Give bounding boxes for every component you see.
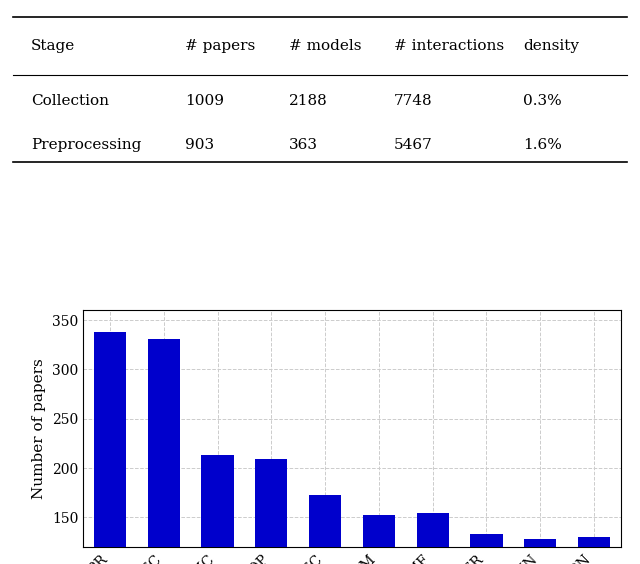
Text: 2188: 2188 bbox=[289, 94, 328, 108]
Text: 7748: 7748 bbox=[394, 94, 433, 108]
Text: 903: 903 bbox=[185, 138, 214, 152]
Bar bbox=[202, 455, 234, 564]
Text: density: density bbox=[523, 39, 579, 53]
Text: 5467: 5467 bbox=[394, 138, 433, 152]
Text: # interactions: # interactions bbox=[394, 39, 504, 53]
Bar bbox=[255, 459, 287, 564]
Text: Stage: Stage bbox=[31, 39, 76, 53]
Bar bbox=[578, 537, 610, 564]
Bar bbox=[309, 495, 341, 564]
Bar bbox=[417, 513, 449, 564]
Bar bbox=[470, 534, 502, 564]
Text: 1.6%: 1.6% bbox=[523, 138, 562, 152]
Bar bbox=[363, 515, 395, 564]
Bar bbox=[94, 332, 126, 564]
Text: Collection: Collection bbox=[31, 94, 109, 108]
Text: 1009: 1009 bbox=[185, 94, 224, 108]
Text: 0.3%: 0.3% bbox=[523, 94, 561, 108]
Text: # models: # models bbox=[289, 39, 362, 53]
Bar bbox=[148, 339, 180, 564]
Y-axis label: Number of papers: Number of papers bbox=[33, 358, 47, 499]
Bar bbox=[524, 539, 556, 564]
Text: Preprocessing: Preprocessing bbox=[31, 138, 141, 152]
Text: # papers: # papers bbox=[185, 39, 255, 53]
Text: 363: 363 bbox=[289, 138, 318, 152]
